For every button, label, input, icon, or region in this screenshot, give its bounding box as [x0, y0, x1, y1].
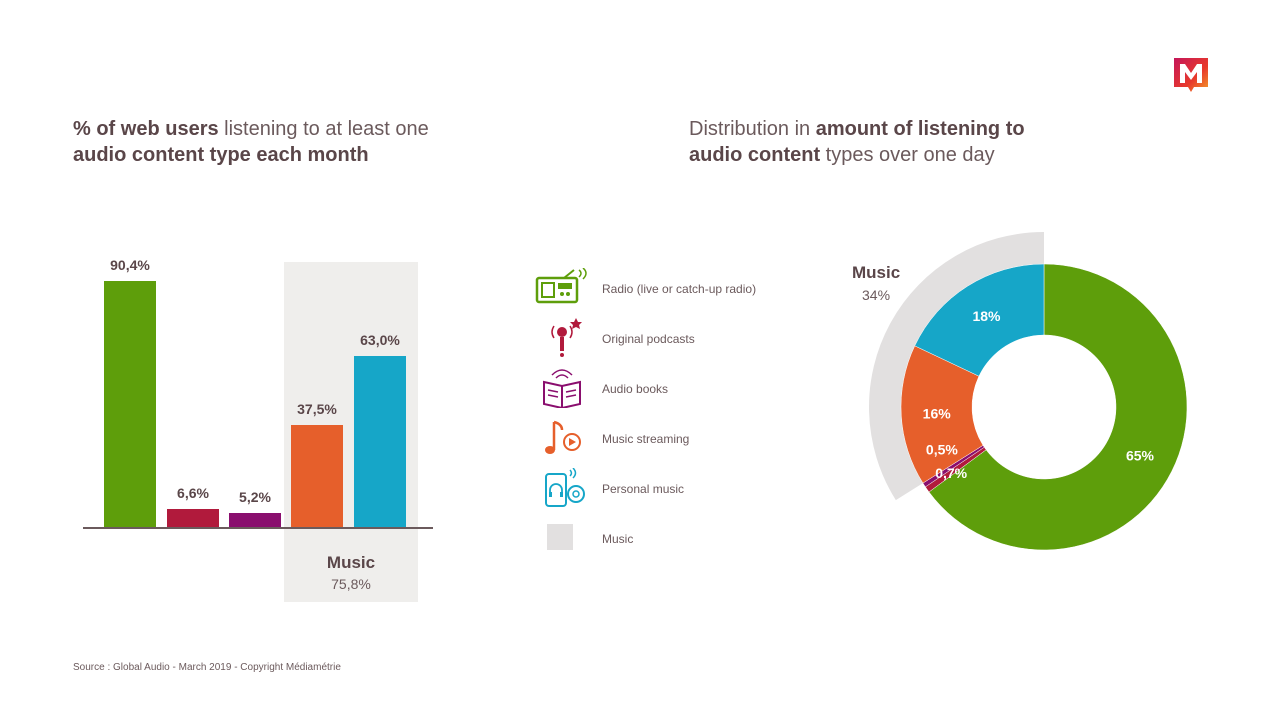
- donut-music-group-value: 34%: [862, 287, 891, 303]
- legend-item-podcasts: Original podcasts: [530, 318, 810, 358]
- legend-label-audiobooks: Audio books: [602, 382, 669, 396]
- bar-personal: [354, 355, 406, 527]
- microphone-icon: [551, 318, 582, 357]
- bar-value-label-streaming: 37,5%: [297, 401, 337, 417]
- legend-item-radio: Radio (live or catch-up radio): [530, 268, 810, 308]
- bar-value-label-audiobooks: 5,2%: [239, 488, 271, 505]
- donut-music-group-band: [868, 232, 1044, 501]
- donut-slice-personal: [914, 263, 1045, 377]
- phone-headphones-icon: [545, 468, 585, 507]
- bar-radio: [104, 281, 156, 527]
- donut-music-group-label: Music: [852, 263, 901, 282]
- donut-chart: 65% 0,7% 0,5% 16% 18%: [868, 232, 1188, 551]
- music-note-play-icon: [545, 420, 581, 454]
- bar-audiobooks: [229, 512, 281, 527]
- legend-label-music-group: Music: [602, 532, 634, 546]
- donut-label-personal: 18%: [972, 308, 1001, 324]
- bar-value-label-personal: 63,0%: [360, 331, 400, 348]
- legend-item-streaming: Music streaming: [530, 418, 810, 458]
- bar-streaming: [291, 425, 343, 527]
- legend-label-radio: Radio (live or catch-up radio): [602, 282, 757, 296]
- bar-chart: 90,4% 6,6% 5,2% 37,5% 63,0% Music 75,8%: [0, 0, 560, 720]
- music-group-label: Music: [326, 553, 376, 572]
- legend-item-personal: Personal music: [530, 468, 810, 508]
- bar-chart-baseline: [83, 527, 433, 529]
- bar-value-label-radio: 90,4%: [110, 257, 150, 274]
- legend-item-audiobooks: Audio books: [530, 368, 810, 408]
- donut-label-podcasts: 0,7%: [935, 465, 967, 481]
- donut-slice-radio: [928, 263, 1188, 551]
- mediametrie-logo: [1174, 58, 1208, 92]
- legend-item-music-group: Music: [530, 518, 810, 558]
- audio-book-icon: [543, 369, 581, 408]
- legend-label-personal: Personal music: [602, 482, 685, 496]
- donut-label-radio: 65%: [1126, 447, 1155, 463]
- right-chart-title: Distribution in amount of listening to au…: [689, 118, 1025, 166]
- donut-label-audiobooks: 0,5%: [926, 442, 958, 458]
- music-group-value: 75,8%: [331, 576, 371, 592]
- bar-podcasts: [167, 509, 219, 527]
- source-note: Source : Global Audio - March 2019 - Cop…: [73, 662, 341, 673]
- legend-label-streaming: Music streaming: [602, 432, 690, 446]
- donut-label-streaming: 16%: [923, 405, 952, 421]
- music-group-swatch: [547, 524, 573, 550]
- radio-icon: [535, 268, 587, 304]
- left-chart-title: % of web users listening to at least one…: [73, 118, 429, 166]
- legend-label-podcasts: Original podcasts: [602, 332, 695, 346]
- bar-value-label-podcasts: 6,6%: [177, 485, 209, 502]
